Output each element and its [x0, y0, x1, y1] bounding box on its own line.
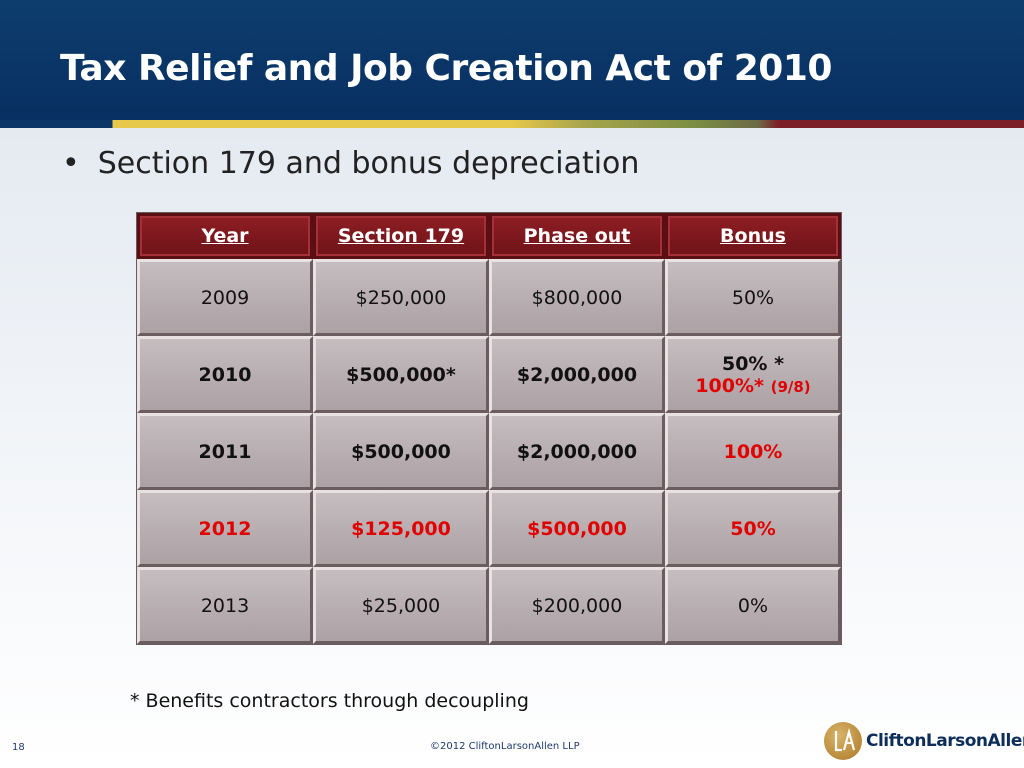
cell-phase-out: $2,000,000 [489, 413, 665, 490]
bonus-line-2-note: (9/8) [770, 377, 811, 396]
cell-bonus: 50% * 100%* (9/8) [665, 336, 841, 413]
bonus-line-2-value: 100%* [695, 374, 764, 397]
cell-section-179: $500,000* [313, 336, 489, 413]
cell-phase-out: $200,000 [489, 567, 665, 644]
footnote: * Benefits contractors through decouplin… [130, 690, 529, 712]
cell-year: 2013 [137, 567, 313, 644]
header-bonus: Bonus [665, 213, 841, 259]
cell-phase-out: $500,000 [489, 490, 665, 567]
slide-title: Tax Relief and Job Creation Act of 2010 [60, 48, 832, 89]
table-header-row: Year Section 179 Phase out Bonus [137, 213, 841, 259]
accent-stripe [0, 120, 1024, 128]
header-phase-out: Phase out [489, 213, 665, 259]
company-logo: CliftonLarsonAllen [824, 722, 1024, 764]
slide-number: 18 [12, 742, 25, 753]
depreciation-table: Year Section 179 Phase out Bonus 2009 $2… [136, 212, 842, 645]
copyright-notice: ©2012 CliftonLarsonAllen LLP [430, 741, 580, 752]
cell-phase-out: $800,000 [489, 259, 665, 336]
cell-bonus: 0% [665, 567, 841, 644]
cell-bonus: 100% [665, 413, 841, 490]
table-row: 2009 $250,000 $800,000 50% [137, 259, 841, 336]
bullet-text: Section 179 and bonus depreciation [97, 146, 640, 181]
cell-section-179: $25,000 [313, 567, 489, 644]
cell-section-179: $250,000 [313, 259, 489, 336]
bonus-line-1: 50% * [721, 352, 785, 375]
cell-bonus: 50% [665, 490, 841, 567]
logo-wordmark: CliftonLarsonAllen [866, 731, 1024, 751]
table-row: 2010 $500,000* $2,000,000 50% * 100%* (9… [137, 336, 841, 413]
cell-year: 2011 [137, 413, 313, 490]
bonus-line-2: 100%* (9/8) [668, 375, 838, 397]
header-section-179: Section 179 [313, 213, 489, 259]
bullet-dot: • [62, 146, 80, 181]
cell-section-179: $500,000 [313, 413, 489, 490]
header-year: Year [137, 213, 313, 259]
table-row: 2012 $125,000 $500,000 50% [137, 490, 841, 567]
table-row: 2013 $25,000 $200,000 0% [137, 567, 841, 644]
cell-bonus: 50% [665, 259, 841, 336]
cell-year: 2009 [137, 259, 313, 336]
title-bar: Tax Relief and Job Creation Act of 2010 [0, 0, 1024, 120]
cell-year: 2012 [137, 490, 313, 567]
table-row: 2011 $500,000 $2,000,000 100% [137, 413, 841, 490]
cell-phase-out: $2,000,000 [489, 336, 665, 413]
logo-mark-icon [824, 722, 862, 760]
cell-year: 2010 [137, 336, 313, 413]
cell-section-179: $125,000 [313, 490, 489, 567]
bullet-item: • Section 179 and bonus depreciation [62, 146, 639, 181]
